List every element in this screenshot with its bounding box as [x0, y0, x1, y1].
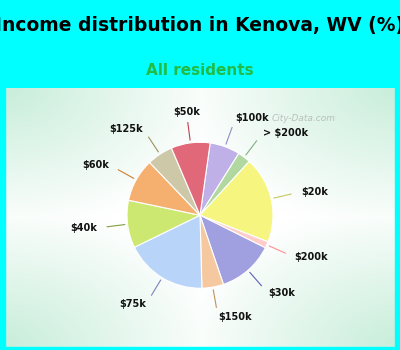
Bar: [0, 88, 5, 350]
Text: $50k: $50k: [173, 107, 200, 118]
Wedge shape: [200, 215, 265, 285]
Text: All residents: All residents: [146, 63, 254, 78]
Text: $30k: $30k: [268, 288, 295, 299]
Wedge shape: [200, 153, 249, 215]
Text: $100k: $100k: [236, 113, 269, 123]
Wedge shape: [200, 161, 273, 242]
Wedge shape: [150, 148, 200, 215]
Wedge shape: [172, 142, 210, 215]
Text: > $200k: > $200k: [263, 128, 308, 138]
Wedge shape: [128, 162, 200, 215]
Text: $20k: $20k: [301, 187, 328, 197]
Text: $75k: $75k: [119, 299, 146, 309]
Bar: [0, 347, 400, 350]
Text: $60k: $60k: [82, 160, 110, 170]
Wedge shape: [200, 215, 224, 288]
Text: City-Data.com: City-Data.com: [272, 114, 336, 122]
Text: Income distribution in Kenova, WV (%): Income distribution in Kenova, WV (%): [0, 16, 400, 35]
Wedge shape: [200, 143, 239, 215]
Text: $125k: $125k: [110, 124, 143, 134]
Wedge shape: [127, 200, 200, 247]
Bar: [395, 88, 400, 350]
Text: $200k: $200k: [295, 252, 328, 262]
Wedge shape: [200, 215, 268, 248]
Wedge shape: [134, 215, 202, 288]
Text: $40k: $40k: [70, 223, 97, 233]
Text: $150k: $150k: [218, 312, 252, 322]
